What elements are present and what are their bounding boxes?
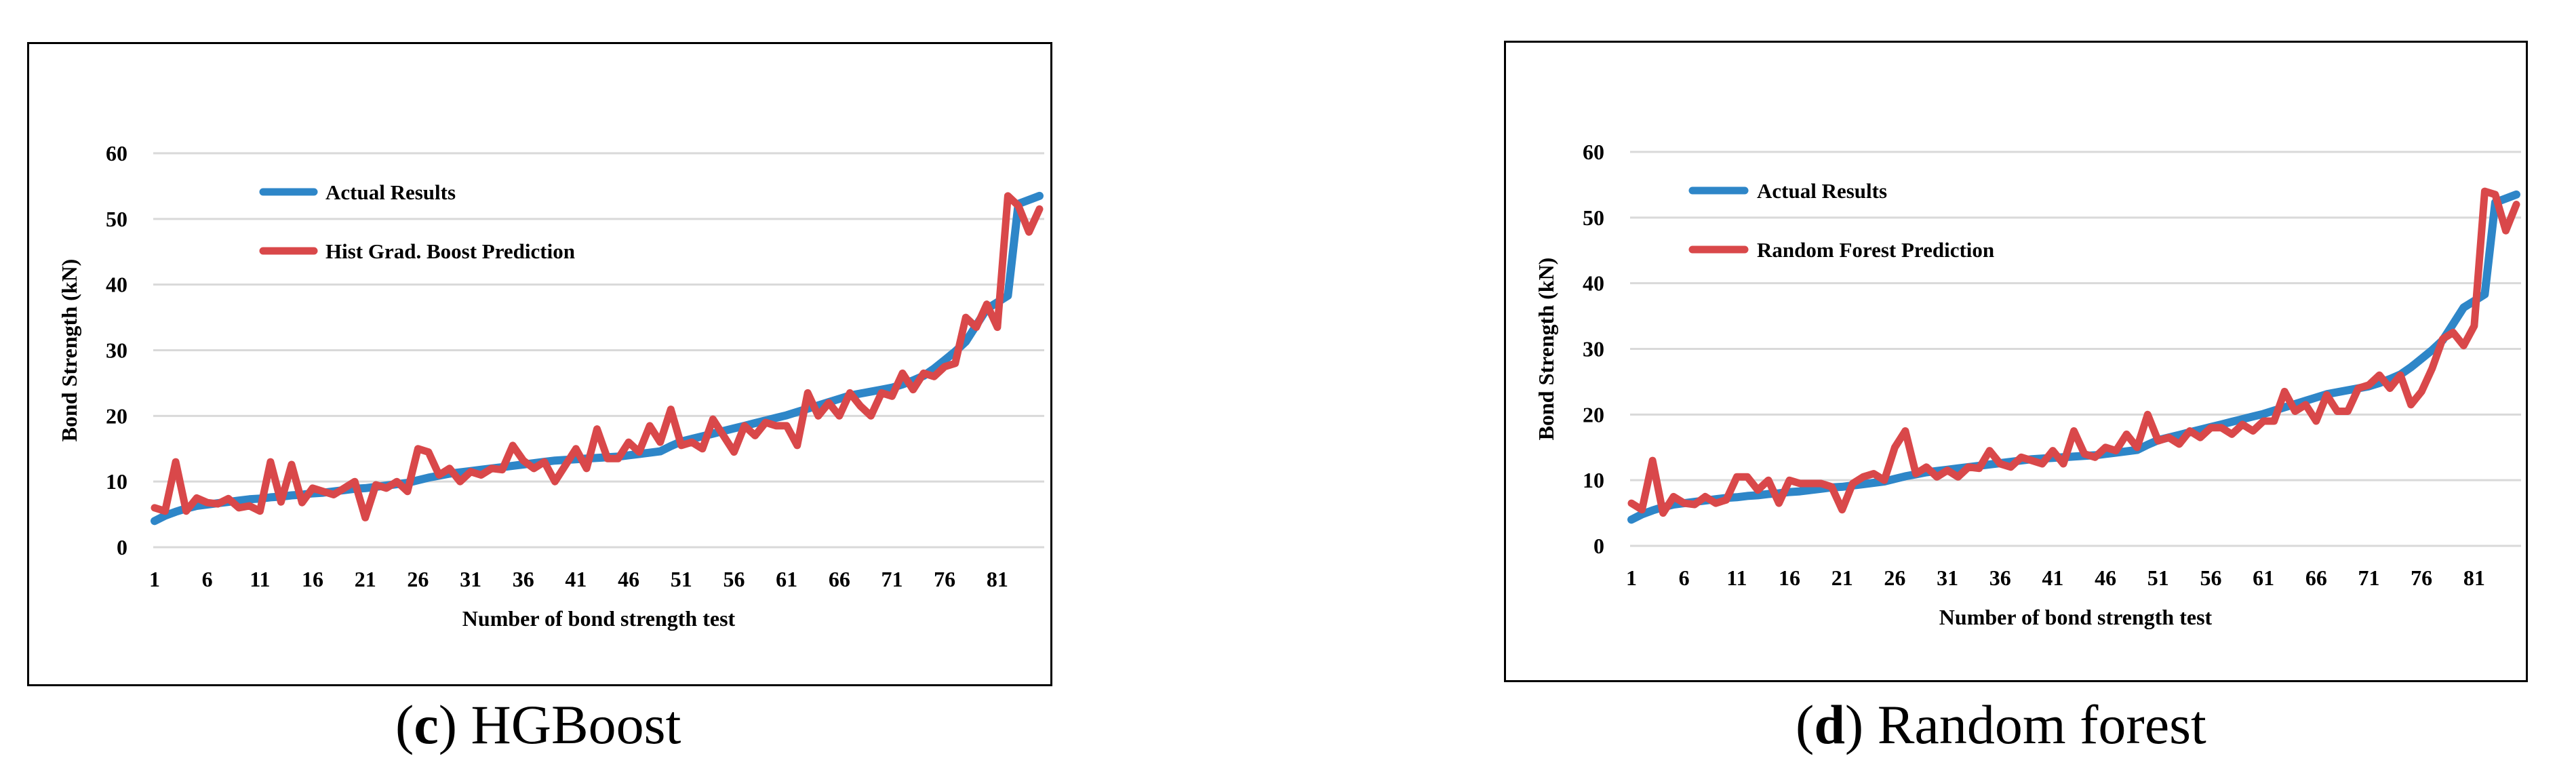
- series-line-prediction: [1627, 187, 2520, 517]
- x-tick-label: 11: [250, 567, 270, 591]
- chart-panel-hgboost: 0 10 20 30 40 50 60 1 6 11 16 21 26 31 36 41 46 51 56 61 66 7…: [27, 42, 1052, 686]
- x-tick-label: 56: [723, 567, 745, 591]
- figure-caption-d: (d) Random forest: [1796, 694, 2206, 755]
- y-tick-label: 30: [106, 338, 127, 363]
- x-tick-label: 56: [2200, 566, 2221, 590]
- y-axis-title: Bond Strength (kN): [1534, 258, 1558, 441]
- legend-label: Random Forest Prediction: [1757, 238, 1994, 262]
- y-tick-label: 60: [1583, 140, 1604, 164]
- caption-letter: c: [414, 694, 439, 755]
- y-axis-title: Bond Strength (kN): [57, 259, 81, 442]
- x-tick-label: 36: [1989, 566, 2011, 590]
- y-tick-label: 20: [1583, 402, 1604, 427]
- x-tick-label: 26: [407, 567, 429, 591]
- x-tick-label: 6: [202, 567, 213, 591]
- legend-label: Actual Results: [1757, 179, 1887, 203]
- x-tick-label: 51: [2147, 566, 2169, 590]
- y-tick-label: 20: [106, 403, 127, 428]
- y-tick-label: 10: [1583, 468, 1604, 492]
- series-line-prediction: [151, 192, 1044, 521]
- x-tick-label: 1: [1626, 566, 1637, 590]
- y-tick-label: 50: [106, 207, 127, 231]
- x-tick-label: 51: [671, 567, 692, 591]
- x-tick-label: 61: [776, 567, 797, 591]
- x-tick-label: 46: [2095, 566, 2116, 590]
- y-tick-label: 10: [106, 469, 127, 494]
- x-tick-label: 76: [934, 567, 955, 591]
- caption-letter: d: [1814, 694, 1845, 755]
- x-tick-label: 26: [1884, 566, 1905, 590]
- x-tick-label: 31: [460, 567, 481, 591]
- x-tick-label: 16: [1779, 566, 1800, 590]
- x-tick-label: 76: [2411, 566, 2432, 590]
- x-tick-label: 66: [2305, 566, 2327, 590]
- y-tick-label: 30: [1583, 337, 1604, 361]
- x-tick-label: 11: [1726, 566, 1747, 590]
- x-tick-label: 61: [2253, 566, 2274, 590]
- legend-label: Actual Results: [325, 180, 456, 204]
- chart-panel-random-forest: 0 10 20 30 40 50 60 1 6 11 16 21 26 31 36 41 46 51 56 61 66 7…: [1504, 41, 2528, 682]
- y-tick-label: 40: [106, 273, 127, 297]
- y-tick-label: 50: [1583, 205, 1604, 230]
- x-tick-label: 6: [1679, 566, 1690, 590]
- caption-text: HGBoost: [471, 694, 681, 755]
- x-tick-label: 81: [987, 567, 1008, 591]
- x-tick-label: 21: [1831, 566, 1853, 590]
- x-tick-label: 66: [829, 567, 850, 591]
- caption-text: Random forest: [1877, 694, 2206, 755]
- x-axis-title: Number of bond strength test: [462, 606, 736, 631]
- x-tick-label: 81: [2463, 566, 2485, 590]
- y-tick-label: 40: [1583, 271, 1604, 296]
- x-tick-label: 41: [565, 567, 587, 591]
- x-tick-label: 71: [881, 567, 903, 591]
- legend-label: Hist Grad. Boost Prediction: [325, 239, 575, 263]
- x-axis-title: Number of bond strength test: [1939, 605, 2213, 629]
- x-tick-label: 21: [355, 567, 376, 591]
- x-tick-label: 41: [2042, 566, 2063, 590]
- x-tick-label: 71: [2358, 566, 2380, 590]
- x-tick-label: 1: [149, 567, 160, 591]
- y-tick-label: 0: [117, 535, 127, 559]
- x-tick-label: 31: [1937, 566, 1958, 590]
- y-tick-label: 60: [106, 141, 127, 165]
- x-tick-label: 16: [302, 567, 323, 591]
- y-tick-label: 0: [1593, 534, 1604, 558]
- figure-caption-c: (c) HGBoost: [395, 694, 681, 755]
- x-tick-label: 46: [618, 567, 639, 591]
- x-tick-label: 36: [513, 567, 534, 591]
